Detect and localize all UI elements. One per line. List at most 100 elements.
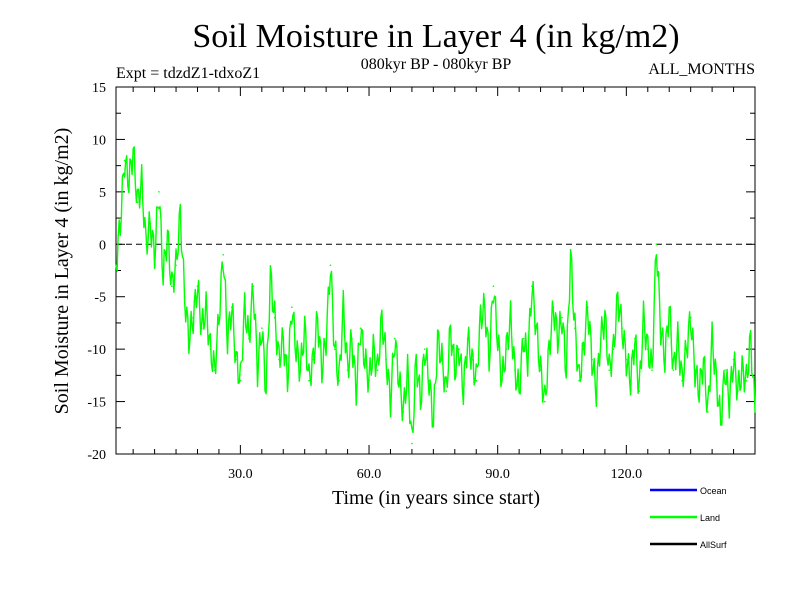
data-point <box>415 358 418 361</box>
data-point <box>685 348 688 350</box>
data-point <box>724 369 726 371</box>
data-point <box>368 379 370 382</box>
data-point <box>222 253 225 256</box>
data-point <box>325 337 327 340</box>
data-point <box>707 411 709 413</box>
data-point <box>183 295 186 298</box>
data-point <box>286 379 289 382</box>
data-point <box>655 243 658 246</box>
data-point <box>436 337 439 340</box>
data-point <box>411 442 413 445</box>
data-point <box>509 316 512 319</box>
data-point <box>737 390 739 392</box>
data-point <box>175 264 177 267</box>
data-point <box>136 201 139 204</box>
x-tick-label: 90.0 <box>485 467 510 482</box>
data-point <box>466 337 469 340</box>
y-tick-label: 15 <box>92 81 106 96</box>
legend-label-ocean: Ocean <box>700 486 727 496</box>
data-point <box>479 316 482 319</box>
data-point <box>732 358 735 361</box>
data-point <box>445 390 448 392</box>
data-point <box>531 285 533 288</box>
data-point <box>385 358 387 361</box>
legend: Ocean Land AllSurf <box>650 486 727 550</box>
data-point <box>119 222 122 225</box>
data-point <box>321 369 323 371</box>
data-point <box>453 369 456 371</box>
data-point <box>604 316 606 319</box>
data-point <box>329 264 332 267</box>
data-point <box>582 348 585 350</box>
data-point <box>316 316 319 319</box>
data-point <box>471 358 473 361</box>
data-point <box>299 369 302 371</box>
data-point <box>308 379 310 382</box>
y-tick-label: -5 <box>94 291 106 306</box>
data-point <box>492 285 495 288</box>
legend-label-land: Land <box>700 513 720 523</box>
data-point <box>449 327 452 329</box>
months-label: ALL_MONTHS <box>648 61 755 78</box>
data-point <box>218 316 220 319</box>
data-point <box>140 180 143 183</box>
data-point <box>646 348 649 350</box>
data-point <box>664 358 666 361</box>
data-point <box>303 327 306 329</box>
x-tick-label: 120.0 <box>611 467 643 482</box>
data-point <box>754 411 756 413</box>
experiment-label: Expt = tdzdZ1-tdxoZ1 <box>116 65 260 82</box>
data-point <box>565 369 568 371</box>
legend-label-allsurf: AllSurf <box>700 540 727 550</box>
plot-frame <box>115 86 756 455</box>
data-point <box>702 358 705 361</box>
data-point <box>359 327 362 329</box>
data-point <box>205 306 207 309</box>
data-point <box>389 400 392 403</box>
data-point <box>200 327 203 329</box>
data-point <box>548 348 550 350</box>
data-point <box>423 348 426 350</box>
data-point <box>312 358 315 361</box>
data-point <box>715 379 718 382</box>
data-point <box>441 358 443 361</box>
data-point <box>376 369 379 371</box>
data-point <box>402 411 405 413</box>
series-line-land <box>115 146 756 434</box>
data-point <box>745 379 748 382</box>
data-point <box>132 149 134 151</box>
y-tick-label: -20 <box>87 448 106 463</box>
data-point <box>539 369 542 371</box>
data-point <box>115 264 117 267</box>
data-point <box>170 285 173 288</box>
data-point <box>634 337 636 340</box>
data-point <box>672 369 675 371</box>
data-point <box>295 348 297 350</box>
data-point <box>728 400 731 403</box>
data-point <box>338 379 340 382</box>
data-point <box>638 390 641 392</box>
data-point <box>282 337 285 340</box>
data-point <box>625 358 628 361</box>
data-point <box>149 222 152 225</box>
data-point <box>213 369 216 371</box>
data-point <box>333 348 336 350</box>
data-point <box>355 390 357 392</box>
data-point <box>346 369 349 371</box>
data-point <box>226 337 229 340</box>
data-point <box>145 243 147 246</box>
data-point <box>535 327 538 329</box>
x-tick-labels: 30.0 60.0 90.0 120.0 <box>228 467 642 482</box>
data-point <box>278 358 280 361</box>
y-tick-label: 5 <box>99 186 106 201</box>
data-point <box>612 348 615 350</box>
chart-title: Soil Moisture in Layer 4 (in kg/m2) <box>192 18 679 55</box>
data-point <box>342 306 345 309</box>
data-point <box>501 379 503 382</box>
data-point <box>677 337 679 340</box>
data-point <box>668 306 671 309</box>
y-tick-label: -15 <box>87 396 106 411</box>
data-point <box>196 285 199 288</box>
data-point <box>419 400 422 403</box>
